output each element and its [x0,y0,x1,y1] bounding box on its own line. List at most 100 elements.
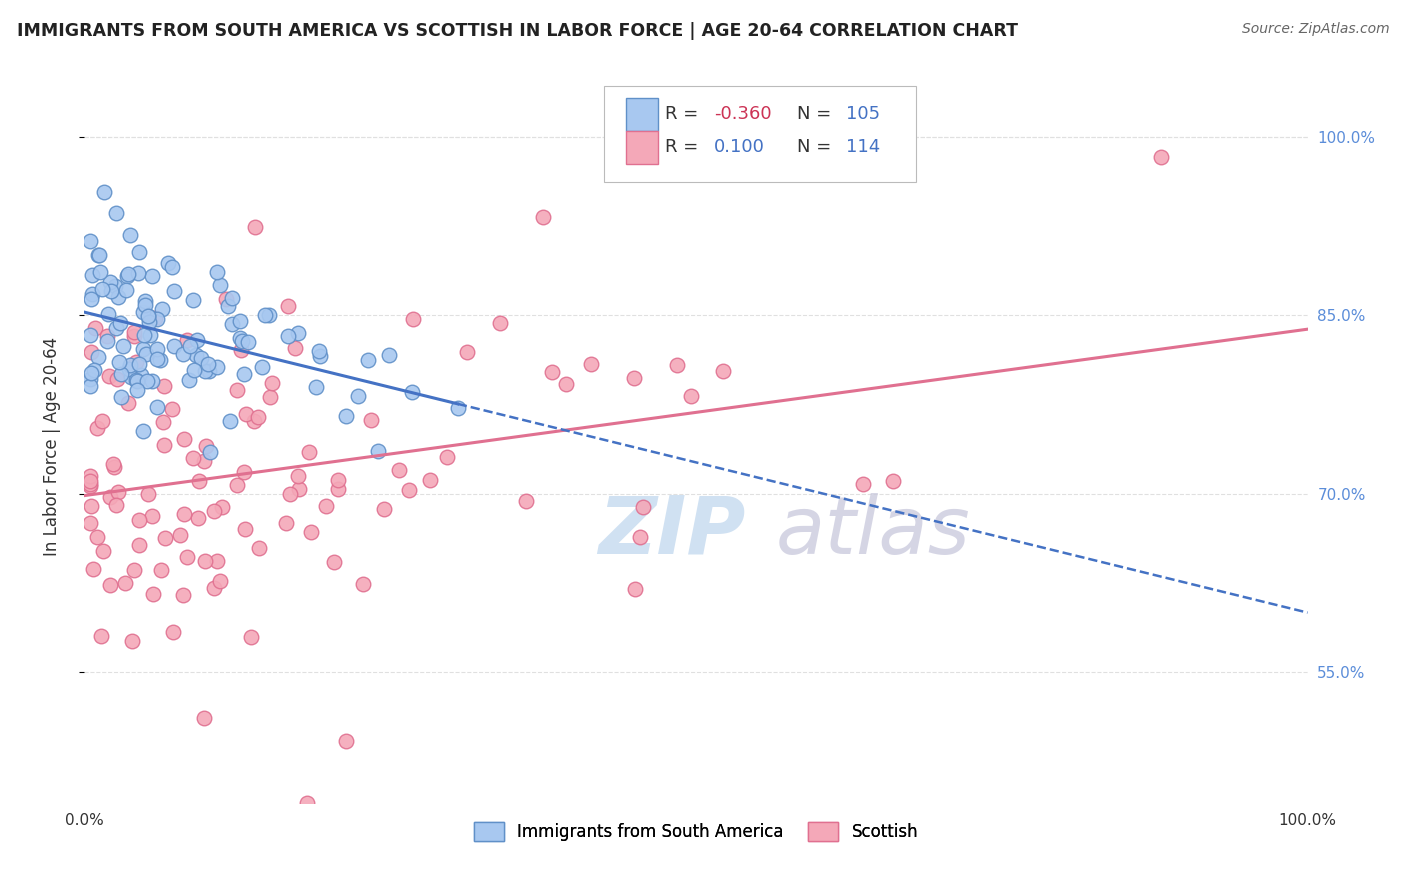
Point [419,473,441,487]
Point [135,347,157,361]
Point [217,299,239,313]
FancyBboxPatch shape [626,98,658,131]
Point [515,493,537,508]
Point [298,444,321,458]
Point [197,357,219,371]
Point [205,360,228,375]
Point [287,326,309,340]
Point [90,629,112,643]
Point [82,561,104,575]
Point [205,554,228,568]
Point [259,390,281,404]
Point [79,234,101,248]
Point [183,450,205,465]
Point [146,342,169,356]
Point [187,511,209,525]
Point [153,531,176,545]
Point [628,530,651,544]
Point [277,299,299,313]
Text: R =: R = [665,105,704,123]
Point [679,388,702,402]
Point [118,228,141,243]
Point [118,358,141,372]
Point [80,366,103,380]
Point [335,409,357,423]
Point [202,582,225,596]
Point [277,329,299,343]
Point [555,377,578,392]
Point [87,351,110,365]
Point [128,513,150,527]
Point [153,438,176,452]
Point [100,578,122,592]
Point [315,500,337,514]
Point [122,329,145,343]
Point [579,357,602,371]
Point [190,351,212,365]
Point [1150,150,1173,164]
Point [105,206,128,220]
Point [80,500,103,514]
Point [87,248,110,262]
Point [194,364,217,378]
Point [179,373,201,387]
Text: 105: 105 [846,105,880,123]
Point [79,372,101,386]
Point [89,265,111,279]
Point [104,279,127,293]
FancyBboxPatch shape [626,131,658,164]
Point [335,734,357,748]
Point [110,316,132,330]
Point [305,380,328,394]
Point [117,396,139,410]
Point [347,389,370,403]
Point [172,347,194,361]
Point [219,414,242,428]
Point [98,368,121,383]
Point [122,563,145,577]
Point [184,348,207,362]
Point [138,315,160,329]
Point [323,555,346,569]
Point [135,374,157,388]
Point [208,574,231,588]
Point [232,367,254,381]
Point [98,490,121,504]
Point [489,316,512,330]
Point [107,289,129,303]
Point [117,267,139,281]
Point [98,275,121,289]
Point [120,370,142,384]
Point [233,465,256,479]
Point [136,309,159,323]
Point [297,796,319,810]
Point [229,314,252,328]
Text: R =: R = [665,138,710,156]
Text: ZIP: ZIP [598,492,745,571]
Point [183,363,205,377]
Point [134,293,156,308]
Point [80,287,103,301]
Point [121,634,143,648]
Point [125,373,148,387]
Point [127,266,149,280]
Point [398,483,420,498]
Point [145,352,167,367]
Point [308,344,330,359]
Point [253,309,276,323]
Point [105,372,128,386]
Point [91,414,114,428]
Point [287,469,309,483]
Point [141,268,163,283]
Point [150,563,173,577]
Point [221,291,243,305]
Point [93,185,115,199]
Point [160,260,183,274]
Point [257,308,280,322]
Point [194,554,217,568]
Point [114,283,136,297]
Point [142,586,165,600]
Point [882,474,904,488]
Point [624,582,647,597]
Point [247,409,270,424]
